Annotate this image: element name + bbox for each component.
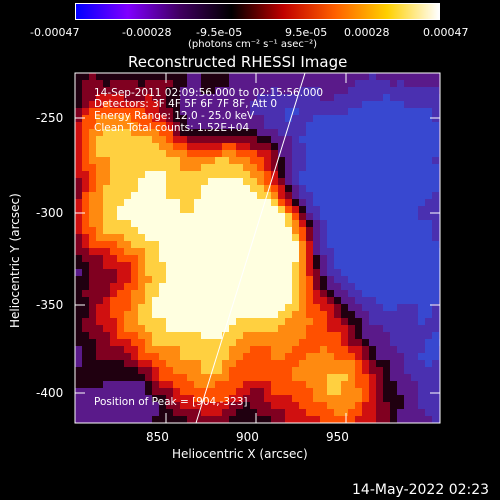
axis-ticks (75, 73, 440, 423)
colorbar-tick-label: 0.00028 (344, 26, 390, 39)
colorbar-tick-label: 9.5e-05 (285, 26, 328, 39)
y-axis-label: Heliocentric Y (arcsec) (8, 193, 22, 328)
colorbar-tick-label: -0.00028 (122, 26, 172, 39)
heatmap (75, 73, 440, 423)
x-tick-label: 900 (236, 430, 259, 444)
colorbar-unit-label: (photons cm⁻² s⁻¹ asec⁻²) (188, 39, 318, 50)
detectors-text: Detectors: 3F 4F 5F 6F 7F 8F, Att 0 (94, 98, 278, 110)
y-tick-label: -350 (36, 298, 64, 312)
peak-position-text: Position of Peak = [904,-323] (94, 396, 248, 408)
colorbar-tick-label: -0.00047 (30, 26, 80, 39)
x-tick-label: 850 (146, 430, 169, 444)
footer-date: 14-May-2022 02:23 (352, 482, 490, 498)
limb-line (195, 72, 306, 424)
plot-title: Reconstructed RHESSI Image (128, 53, 348, 71)
y-tick-label: -250 (36, 111, 64, 125)
energy-range-text: Energy Range: 12.0 - 25.0 keV (94, 110, 255, 122)
plot-frame (74, 72, 441, 424)
time-range-text: 14-Sep-2011 02:09:56.000 to 02:15:56.000 (94, 87, 324, 99)
colorbar (75, 3, 440, 20)
x-tick-label: 950 (326, 430, 349, 444)
y-tick-label: -400 (36, 386, 64, 400)
clean-counts-text: Clean Total counts: 1.52E+04 (94, 122, 250, 134)
y-tick-label: -300 (36, 206, 64, 220)
colorbar-tick-label: 0.00047 (423, 26, 469, 39)
x-axis-label: Heliocentric X (arcsec) (172, 447, 308, 461)
colorbar-tick-label: -9.5e-05 (196, 26, 243, 39)
